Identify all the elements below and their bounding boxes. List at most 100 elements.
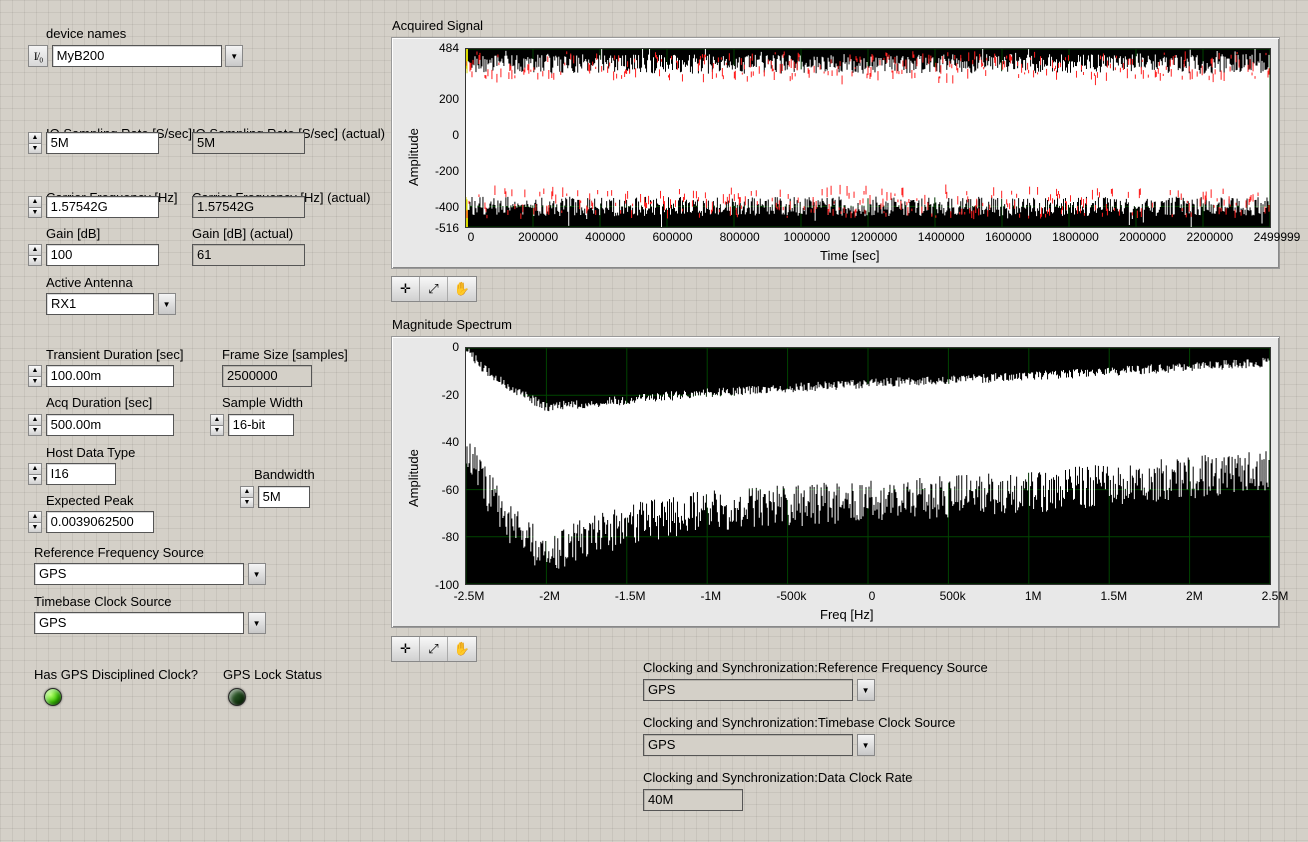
expected-peak-field[interactable]: 0.0039062500 [46,511,154,533]
signal-x-tick: 2200000 [1180,230,1240,244]
host-data-type-label: Host Data Type [46,445,135,462]
sync-timebase-field: GPS [643,734,853,756]
spectrum-x-tick: 2.5M [1251,589,1299,603]
spectrum-chart-xlabel: Freq [Hz] [820,607,873,622]
spectrum-x-tick: 1M [1009,589,1057,603]
signal-x-tick: 400000 [575,230,635,244]
device-names-label: device names [46,26,126,43]
crosshair-tool-button[interactable]: ✛ [392,637,420,661]
spectrum-x-tick: 500k [929,589,977,603]
spectrum-x-tick: 0 [848,589,896,603]
spectrum-y-tick: -80 [405,530,459,544]
zoom-tool-button[interactable]: ⤢ [420,637,448,661]
acq-duration-spinner[interactable]: ▲▼ [28,414,42,436]
device-names-dropdown-button[interactable]: ▼ [225,45,243,67]
signal-y-tick: 484 [405,41,459,55]
spectrum-x-tick: -2.5M [445,589,493,603]
signal-x-tick: 2499999 [1247,230,1307,244]
bandwidth-label: Bandwidth [254,467,315,484]
crosshair-tool-button[interactable]: ✛ [392,277,420,301]
carrier-freq-actual-field: 1.57542G [192,196,305,218]
signal-x-tick: 2000000 [1113,230,1173,244]
spectrum-y-tick: 0 [405,340,459,354]
carrier-freq-field[interactable]: 1.57542G [46,196,159,218]
ref-freq-src-dropdown-button[interactable]: ▼ [248,563,266,585]
frame-size-label: Frame Size [samples] [222,347,348,364]
gain-field[interactable]: 100 [46,244,159,266]
frame-size-field: 2500000 [222,365,312,387]
gain-actual-label: Gain [dB] (actual) [192,226,293,243]
device-names-field[interactable]: MyB200 [52,45,222,67]
io-control-icon: I/₀ [28,45,48,67]
zoom-tool-button[interactable]: ⤢ [420,277,448,301]
bandwidth-field[interactable]: 5M [258,486,310,508]
gain-spinner[interactable]: ▲▼ [28,244,42,266]
timebase-src-dropdown-button[interactable]: ▼ [248,612,266,634]
gain-label: Gain [dB] [46,226,100,243]
signal-chart-plot[interactable] [465,48,1271,228]
spectrum-y-tick: -40 [405,435,459,449]
signal-chart-title: Acquired Signal [392,18,483,33]
signal-x-tick: 1400000 [911,230,971,244]
active-antenna-field[interactable]: RX1 [46,293,154,315]
spectrum-chart-frame: Magnitude Spectrum Amplitude Freq [Hz] 0… [391,336,1280,628]
acq-duration-field[interactable]: 500.00m [46,414,174,436]
transient-duration-field[interactable]: 100.00m [46,365,174,387]
sync-ref-src-label: Clocking and Synchronization:Reference F… [643,660,988,677]
spectrum-chart-title: Magnitude Spectrum [392,317,512,332]
gain-actual-field: 61 [192,244,305,266]
acq-duration-label: Acq Duration [sec] [46,395,152,412]
bandwidth-spinner[interactable]: ▲▼ [240,486,254,508]
spectrum-chart-toolbar: ✛ ⤢ ✋ [391,636,477,662]
sync-timebase-label: Clocking and Synchronization:Timebase Cl… [643,715,955,732]
spectrum-chart-ylabel: Amplitude [406,449,421,507]
transient-duration-label: Transient Duration [sec] [46,347,184,364]
signal-y-tick: -400 [405,200,459,214]
sync-ref-src-dropdown-button[interactable]: ▼ [857,679,875,701]
signal-x-tick: 1800000 [1046,230,1106,244]
spectrum-chart-plot[interactable] [465,347,1271,585]
spectrum-y-tick: -20 [405,388,459,402]
sample-width-label: Sample Width [222,395,303,412]
carrier-freq-spinner[interactable]: ▲▼ [28,196,42,218]
host-data-type-spinner[interactable]: ▲▼ [28,463,42,485]
pan-tool-button[interactable]: ✋ [448,277,476,301]
sync-data-clock-field: 40M [643,789,743,811]
active-antenna-label: Active Antenna [46,275,133,292]
spectrum-x-tick: 1.5M [1090,589,1138,603]
gps-lock-label: GPS Lock Status [223,667,322,684]
signal-x-tick: 1000000 [777,230,837,244]
expected-peak-spinner[interactable]: ▲▼ [28,511,42,533]
timebase-src-field[interactable]: GPS [34,612,244,634]
active-antenna-dropdown-button[interactable]: ▼ [158,293,176,315]
signal-x-tick: 600000 [643,230,703,244]
transient-duration-spinner[interactable]: ▲▼ [28,365,42,387]
signal-chart-toolbar: ✛ ⤢ ✋ [391,276,477,302]
signal-y-tick: 200 [405,92,459,106]
timebase-src-label: Timebase Clock Source [34,594,172,611]
ref-freq-src-label: Reference Frequency Source [34,545,204,562]
signal-x-tick: 1200000 [844,230,904,244]
iq-rate-spinner[interactable]: ▲▼ [28,132,42,154]
signal-chart-xlabel: Time [sec] [820,248,879,263]
sync-data-clock-label: Clocking and Synchronization:Data Clock … [643,770,913,787]
signal-x-tick: 1600000 [978,230,1038,244]
sync-ref-src-field: GPS [643,679,853,701]
signal-x-tick: 800000 [710,230,770,244]
host-data-type-field[interactable]: I16 [46,463,116,485]
spectrum-x-tick: 2M [1170,589,1218,603]
signal-y-tick: -200 [405,164,459,178]
sample-width-field[interactable]: 16-bit [228,414,294,436]
spectrum-x-tick: -2M [526,589,574,603]
sync-timebase-dropdown-button[interactable]: ▼ [857,734,875,756]
pan-tool-button[interactable]: ✋ [448,637,476,661]
signal-chart-frame: Acquired Signal Amplitude Time [sec] 484… [391,37,1280,269]
iq-rate-field[interactable]: 5M [46,132,159,154]
spectrum-y-tick: -60 [405,483,459,497]
gps-lock-led [228,688,246,706]
sample-width-spinner[interactable]: ▲▼ [210,414,224,436]
has-gps-clock-label: Has GPS Disciplined Clock? [34,667,198,684]
expected-peak-label: Expected Peak [46,493,133,510]
ref-freq-src-field[interactable]: GPS [34,563,244,585]
has-gps-clock-led [44,688,62,706]
